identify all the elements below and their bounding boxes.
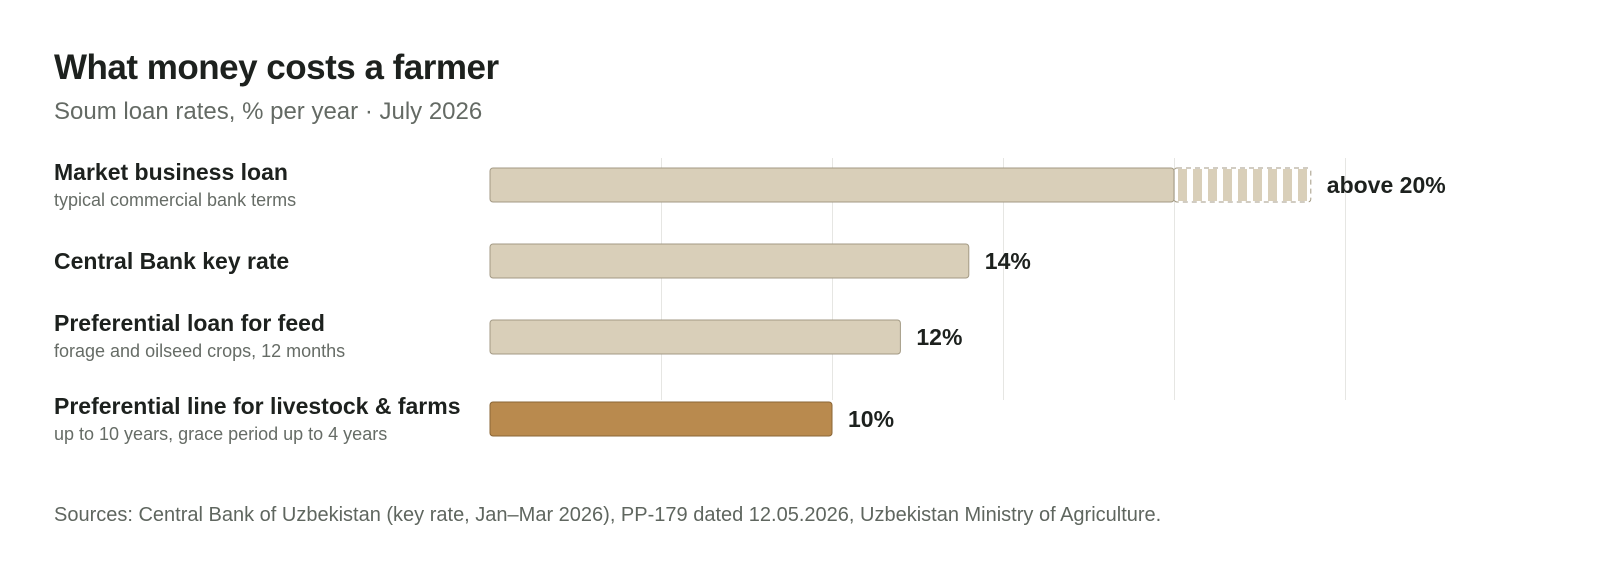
row-label-main: Market business loan <box>54 159 288 185</box>
bar-extension-stripe <box>1283 169 1292 201</box>
bar-extension-stripe <box>1193 169 1202 201</box>
chart-title: What money costs a farmer <box>54 48 499 87</box>
value-label: 12% <box>916 324 962 350</box>
row-label-note: typical commercial bank terms <box>54 190 297 210</box>
bar-extension-stripe <box>1178 169 1187 201</box>
row-label-main: Central Bank key rate <box>54 248 290 274</box>
bar-extension-stripe <box>1253 169 1262 201</box>
chart-subtitle: Soum loan rates, % per year · July 2026 <box>54 98 483 125</box>
bar <box>489 243 970 279</box>
source-note: Sources: Central Bank of Uzbekistan (key… <box>54 504 1162 526</box>
bar <box>489 319 901 355</box>
bar-extension-stripe <box>1223 169 1232 201</box>
bar-extension-stripe <box>1268 169 1277 201</box>
value-label: above 20% <box>1327 172 1446 198</box>
row-label-central-bank-key-rate: Central Bank key rate <box>54 247 474 275</box>
bar <box>489 401 833 437</box>
bar-extension-stripe <box>1238 169 1247 201</box>
row-label-preferential-loan-feed: Preferential loan for feed forage and oi… <box>54 309 474 363</box>
bar-extension-outline <box>1173 167 1312 203</box>
value-label: 10% <box>848 406 894 432</box>
row-label-preferential-line-livestock: Preferential line for livestock & farms … <box>54 392 474 446</box>
bar-extension-stripe <box>1208 169 1217 201</box>
row-label-market-business-loan: Market business loan typical commercial … <box>54 158 474 212</box>
row-label-main: Preferential line for livestock & farms <box>54 393 461 419</box>
bar <box>489 167 1175 203</box>
value-label: 14% <box>985 248 1031 274</box>
row-label-note: forage and oilseed crops, 12 months <box>54 341 346 361</box>
bar-extension-stripe <box>1298 169 1307 201</box>
row-label-note: up to 10 years, grace period up to 4 yea… <box>54 424 388 444</box>
row-label-main: Preferential loan for feed <box>54 310 325 336</box>
